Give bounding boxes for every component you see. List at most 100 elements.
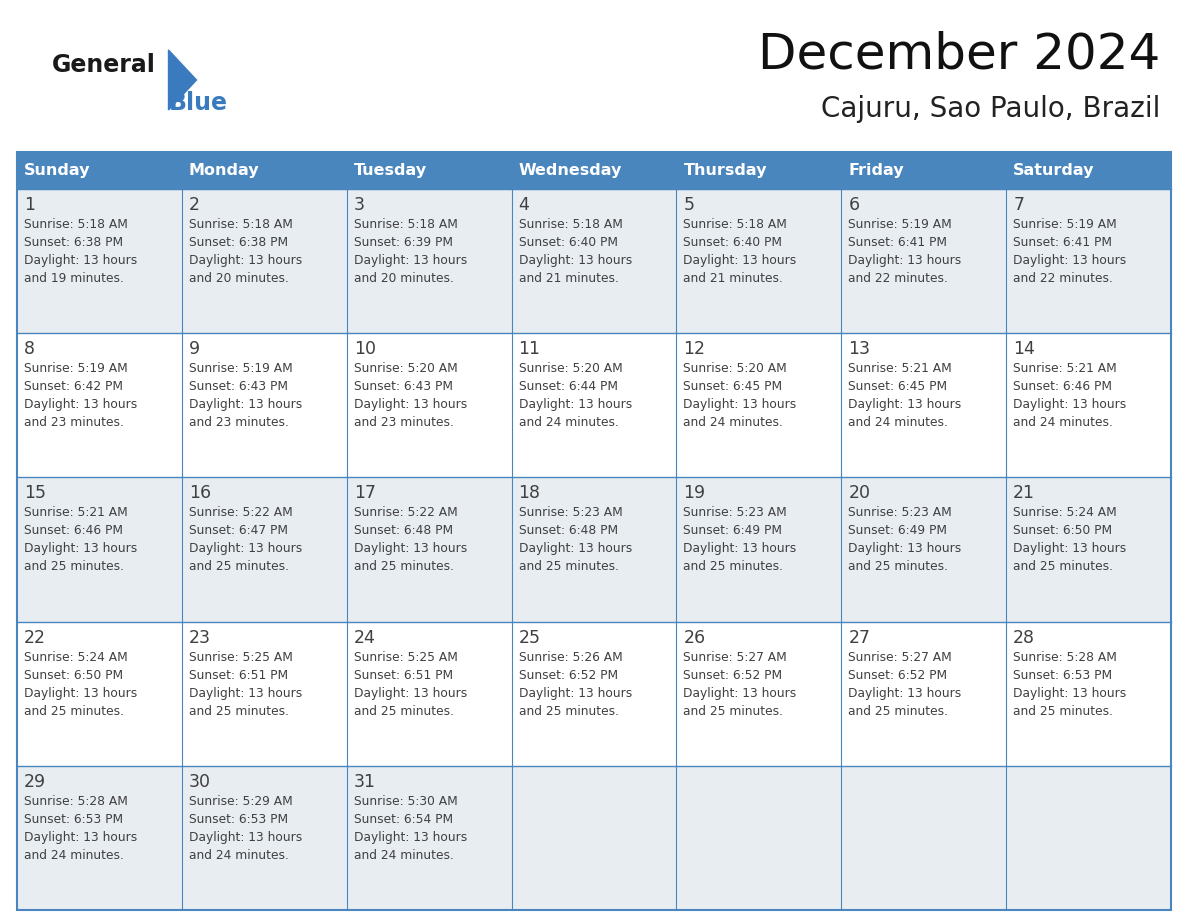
Text: 24: 24 xyxy=(354,629,375,646)
Text: 1: 1 xyxy=(24,196,34,214)
Bar xyxy=(841,477,1006,621)
Text: Sunrise: 5:19 AM
Sunset: 6:41 PM
Daylight: 13 hours
and 22 minutes.: Sunrise: 5:19 AM Sunset: 6:41 PM Dayligh… xyxy=(848,218,961,285)
Bar xyxy=(17,189,182,333)
Text: Sunrise: 5:29 AM
Sunset: 6:53 PM
Daylight: 13 hours
and 24 minutes.: Sunrise: 5:29 AM Sunset: 6:53 PM Dayligh… xyxy=(189,795,302,862)
Text: Sunrise: 5:20 AM
Sunset: 6:44 PM
Daylight: 13 hours
and 24 minutes.: Sunrise: 5:20 AM Sunset: 6:44 PM Dayligh… xyxy=(519,363,632,430)
Text: 20: 20 xyxy=(848,485,871,502)
Bar xyxy=(347,477,512,621)
Text: Sunrise: 5:30 AM
Sunset: 6:54 PM
Daylight: 13 hours
and 24 minutes.: Sunrise: 5:30 AM Sunset: 6:54 PM Dayligh… xyxy=(354,795,467,862)
Bar xyxy=(841,766,1006,910)
Text: Sunrise: 5:27 AM
Sunset: 6:52 PM
Daylight: 13 hours
and 25 minutes.: Sunrise: 5:27 AM Sunset: 6:52 PM Dayligh… xyxy=(848,651,961,718)
Text: 21: 21 xyxy=(1013,485,1035,502)
Bar xyxy=(1006,621,1171,766)
Text: 23: 23 xyxy=(189,629,210,646)
Bar xyxy=(347,333,512,477)
Text: Tuesday: Tuesday xyxy=(354,163,426,178)
Text: 28: 28 xyxy=(1013,629,1035,646)
Text: Sunrise: 5:20 AM
Sunset: 6:45 PM
Daylight: 13 hours
and 24 minutes.: Sunrise: 5:20 AM Sunset: 6:45 PM Dayligh… xyxy=(683,363,797,430)
Text: Monday: Monday xyxy=(189,163,259,178)
Text: Sunrise: 5:20 AM
Sunset: 6:43 PM
Daylight: 13 hours
and 23 minutes.: Sunrise: 5:20 AM Sunset: 6:43 PM Dayligh… xyxy=(354,363,467,430)
Bar xyxy=(512,333,676,477)
Text: 26: 26 xyxy=(683,629,706,646)
Text: Sunrise: 5:25 AM
Sunset: 6:51 PM
Daylight: 13 hours
and 25 minutes.: Sunrise: 5:25 AM Sunset: 6:51 PM Dayligh… xyxy=(354,651,467,718)
Text: Sunrise: 5:25 AM
Sunset: 6:51 PM
Daylight: 13 hours
and 25 minutes.: Sunrise: 5:25 AM Sunset: 6:51 PM Dayligh… xyxy=(189,651,302,718)
Text: Sunrise: 5:24 AM
Sunset: 6:50 PM
Daylight: 13 hours
and 25 minutes.: Sunrise: 5:24 AM Sunset: 6:50 PM Dayligh… xyxy=(1013,507,1126,574)
Text: 5: 5 xyxy=(683,196,695,214)
Text: 27: 27 xyxy=(848,629,871,646)
Bar xyxy=(182,621,347,766)
Bar xyxy=(17,152,1171,910)
Bar xyxy=(512,766,676,910)
Text: Sunrise: 5:18 AM
Sunset: 6:38 PM
Daylight: 13 hours
and 19 minutes.: Sunrise: 5:18 AM Sunset: 6:38 PM Dayligh… xyxy=(24,218,138,285)
Text: Sunrise: 5:26 AM
Sunset: 6:52 PM
Daylight: 13 hours
and 25 minutes.: Sunrise: 5:26 AM Sunset: 6:52 PM Dayligh… xyxy=(519,651,632,718)
Text: December 2024: December 2024 xyxy=(758,30,1159,78)
Text: Sunrise: 5:23 AM
Sunset: 6:49 PM
Daylight: 13 hours
and 25 minutes.: Sunrise: 5:23 AM Sunset: 6:49 PM Dayligh… xyxy=(683,507,797,574)
Bar xyxy=(1006,189,1171,333)
Bar xyxy=(17,333,182,477)
Text: Sunrise: 5:21 AM
Sunset: 6:45 PM
Daylight: 13 hours
and 24 minutes.: Sunrise: 5:21 AM Sunset: 6:45 PM Dayligh… xyxy=(848,363,961,430)
Text: Saturday: Saturday xyxy=(1013,163,1094,178)
Text: 12: 12 xyxy=(683,341,706,358)
Bar xyxy=(841,189,1006,333)
Bar xyxy=(347,152,512,189)
Bar xyxy=(182,189,347,333)
Bar xyxy=(512,189,676,333)
Text: 18: 18 xyxy=(519,485,541,502)
Bar xyxy=(676,152,841,189)
Bar xyxy=(1006,152,1171,189)
Text: 9: 9 xyxy=(189,341,200,358)
Text: Sunday: Sunday xyxy=(24,163,90,178)
Text: 22: 22 xyxy=(24,629,46,646)
Text: Sunrise: 5:19 AM
Sunset: 6:43 PM
Daylight: 13 hours
and 23 minutes.: Sunrise: 5:19 AM Sunset: 6:43 PM Dayligh… xyxy=(189,363,302,430)
Bar xyxy=(1006,333,1171,477)
Polygon shape xyxy=(169,50,196,110)
Bar xyxy=(17,152,182,189)
Bar xyxy=(512,152,676,189)
Text: Thursday: Thursday xyxy=(683,163,767,178)
Bar xyxy=(347,189,512,333)
Text: Sunrise: 5:19 AM
Sunset: 6:42 PM
Daylight: 13 hours
and 23 minutes.: Sunrise: 5:19 AM Sunset: 6:42 PM Dayligh… xyxy=(24,363,138,430)
Text: Sunrise: 5:23 AM
Sunset: 6:49 PM
Daylight: 13 hours
and 25 minutes.: Sunrise: 5:23 AM Sunset: 6:49 PM Dayligh… xyxy=(848,507,961,574)
Bar xyxy=(182,152,347,189)
Text: Friday: Friday xyxy=(848,163,904,178)
Text: 16: 16 xyxy=(189,485,211,502)
Text: 13: 13 xyxy=(848,341,871,358)
Text: Sunrise: 5:18 AM
Sunset: 6:39 PM
Daylight: 13 hours
and 20 minutes.: Sunrise: 5:18 AM Sunset: 6:39 PM Dayligh… xyxy=(354,218,467,285)
Text: 17: 17 xyxy=(354,485,375,502)
Bar xyxy=(347,621,512,766)
Text: Sunrise: 5:18 AM
Sunset: 6:40 PM
Daylight: 13 hours
and 21 minutes.: Sunrise: 5:18 AM Sunset: 6:40 PM Dayligh… xyxy=(519,218,632,285)
Bar xyxy=(1006,477,1171,621)
Text: Sunrise: 5:28 AM
Sunset: 6:53 PM
Daylight: 13 hours
and 24 minutes.: Sunrise: 5:28 AM Sunset: 6:53 PM Dayligh… xyxy=(24,795,138,862)
Bar xyxy=(676,766,841,910)
Bar xyxy=(1006,766,1171,910)
Bar xyxy=(182,477,347,621)
Bar xyxy=(182,766,347,910)
Text: Sunrise: 5:21 AM
Sunset: 6:46 PM
Daylight: 13 hours
and 25 minutes.: Sunrise: 5:21 AM Sunset: 6:46 PM Dayligh… xyxy=(24,507,138,574)
Text: Sunrise: 5:28 AM
Sunset: 6:53 PM
Daylight: 13 hours
and 25 minutes.: Sunrise: 5:28 AM Sunset: 6:53 PM Dayligh… xyxy=(1013,651,1126,718)
Text: 10: 10 xyxy=(354,341,375,358)
Bar xyxy=(676,477,841,621)
Bar xyxy=(347,766,512,910)
Bar xyxy=(17,621,182,766)
Text: 3: 3 xyxy=(354,196,365,214)
Text: 2: 2 xyxy=(189,196,200,214)
Bar xyxy=(676,621,841,766)
Bar xyxy=(17,477,182,621)
Bar xyxy=(841,333,1006,477)
Text: Sunrise: 5:21 AM
Sunset: 6:46 PM
Daylight: 13 hours
and 24 minutes.: Sunrise: 5:21 AM Sunset: 6:46 PM Dayligh… xyxy=(1013,363,1126,430)
Text: Sunrise: 5:22 AM
Sunset: 6:47 PM
Daylight: 13 hours
and 25 minutes.: Sunrise: 5:22 AM Sunset: 6:47 PM Dayligh… xyxy=(189,507,302,574)
Text: 7: 7 xyxy=(1013,196,1024,214)
Text: General: General xyxy=(52,53,156,77)
Text: 14: 14 xyxy=(1013,341,1035,358)
Text: Blue: Blue xyxy=(169,91,227,115)
Text: 19: 19 xyxy=(683,485,706,502)
Text: Sunrise: 5:27 AM
Sunset: 6:52 PM
Daylight: 13 hours
and 25 minutes.: Sunrise: 5:27 AM Sunset: 6:52 PM Dayligh… xyxy=(683,651,797,718)
Text: Wednesday: Wednesday xyxy=(519,163,623,178)
Text: 4: 4 xyxy=(519,196,530,214)
Text: 11: 11 xyxy=(519,341,541,358)
Text: Sunrise: 5:18 AM
Sunset: 6:40 PM
Daylight: 13 hours
and 21 minutes.: Sunrise: 5:18 AM Sunset: 6:40 PM Dayligh… xyxy=(683,218,797,285)
Text: 30: 30 xyxy=(189,773,210,790)
Text: Cajuru, Sao Paulo, Brazil: Cajuru, Sao Paulo, Brazil xyxy=(821,95,1159,123)
Text: Sunrise: 5:22 AM
Sunset: 6:48 PM
Daylight: 13 hours
and 25 minutes.: Sunrise: 5:22 AM Sunset: 6:48 PM Dayligh… xyxy=(354,507,467,574)
Bar xyxy=(676,189,841,333)
